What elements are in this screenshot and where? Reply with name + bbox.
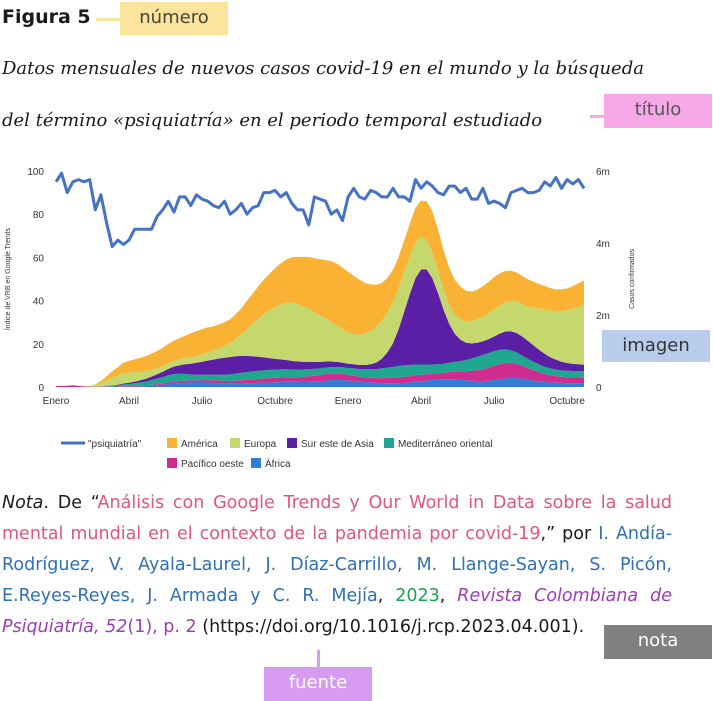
x-tick-label: Octubre (549, 396, 585, 407)
y-tick-label: 40 (33, 297, 45, 308)
doi-link[interactable]: (https://doi.org/10.1016/j.rcp.2023.04.0… (196, 617, 585, 637)
imagen-tag: imagen (602, 330, 710, 362)
area-mediterráneo-oriental (56, 349, 584, 387)
legend: "psiquiatría" América Europa Sur este de As… (61, 438, 493, 470)
y-tick-label: 80 (33, 210, 45, 221)
y-tick-label: 0 (38, 383, 44, 394)
x-tick-label: Abril (119, 396, 139, 407)
y2-tick-label: 2m (596, 311, 610, 322)
note-por: ,” por (540, 524, 599, 544)
legend-swatch-1 (167, 438, 177, 448)
authors-text: I. Andía-Rodríguez, V. Ayala-Laurel, J. … (2, 524, 673, 606)
y-tick-label: 100 (27, 167, 44, 178)
legend-label-4: Mediterráneo oriental (398, 439, 493, 450)
numero-tag-connector (96, 18, 120, 21)
legend-swatch-6 (251, 458, 261, 468)
legend-label-psiquiatria: "psiquiatría" (88, 439, 142, 450)
titulo-tag-connector (590, 115, 606, 118)
legend-swatch-2 (230, 438, 240, 448)
legend-label-1: América (181, 439, 218, 450)
covid-chart: 0 20 40 60 80 100 0 2m 4m 6m Enero Abril Julio Octubr… (3, 167, 636, 470)
titulo-tag: título (604, 94, 712, 128)
issue-pages: (1), p. 2 (127, 617, 197, 637)
y-tick-label: 60 (33, 253, 45, 264)
nota-tag: nota (604, 625, 712, 659)
series-line-psiquiatria (54, 171, 586, 249)
year-text: 2023 (395, 586, 440, 606)
legend-label-2: Europa (244, 439, 277, 450)
volume-number: 52 (105, 617, 128, 637)
y2-tick-label: 4m (596, 239, 610, 250)
x-tick-label: Octubre (257, 396, 293, 407)
area-sur-este-de-asia (56, 269, 584, 387)
stacked-area-layer (56, 200, 584, 387)
figure-title-line-1: Datos mensuales de nuevos casos covid-19… (2, 58, 644, 79)
legend-label-6: África (265, 457, 291, 470)
y2-axis-label: Casos confirmados (629, 249, 636, 309)
legend-label-3: Sur este de Asia (301, 439, 374, 450)
legend-swatch-3 (287, 438, 297, 448)
x-tick-label: Julio (484, 396, 505, 407)
y-tick-label: 20 (33, 340, 45, 351)
figure-label: Figura 5 (2, 6, 91, 28)
legend-swatch-4 (384, 438, 394, 448)
note-de: . De “ (43, 493, 98, 513)
numero-tag: número (120, 2, 228, 35)
fuente-tag-connector (317, 650, 320, 668)
area-áfrica (56, 377, 584, 387)
journal-name: Revista Colombiana de Psiquiatría (2, 586, 672, 637)
nota-label: Nota (2, 493, 44, 513)
note-comma-1: , (377, 586, 396, 606)
y2-tick-label: 0 (596, 383, 602, 394)
x-tick-label: Julio (192, 396, 213, 407)
article-title-link[interactable]: Análisis con Google Trends y Our World i… (2, 493, 672, 544)
note-paragraph: Nota. De “Análisis con Google Trends y O… (2, 488, 672, 643)
line-layer (54, 171, 586, 249)
legend-label-5: Pacífico oeste (181, 459, 244, 470)
x-tick-label: Enero (335, 396, 362, 407)
area-pacífico-oeste (56, 362, 584, 387)
x-tick-label: Enero (43, 396, 70, 407)
area-europa (56, 237, 584, 387)
note-comma-2: , (439, 586, 458, 606)
figure-title-line-2: del término «psiquiatría» en el periodo … (2, 110, 543, 131)
fuente-tag: fuente (264, 667, 372, 701)
x-tick-label: Abril (411, 396, 431, 407)
axis-layer: 0 20 40 60 80 100 0 2m 4m 6m Enero Abril Julio Octubr… (3, 167, 636, 407)
y2-tick-label: 6m (596, 167, 610, 178)
note-comma-3: , (93, 617, 106, 637)
area-américa (56, 200, 584, 387)
y-axis-label: Índice de VRB en Google Trends (3, 227, 12, 330)
legend-swatch-5 (167, 458, 177, 468)
